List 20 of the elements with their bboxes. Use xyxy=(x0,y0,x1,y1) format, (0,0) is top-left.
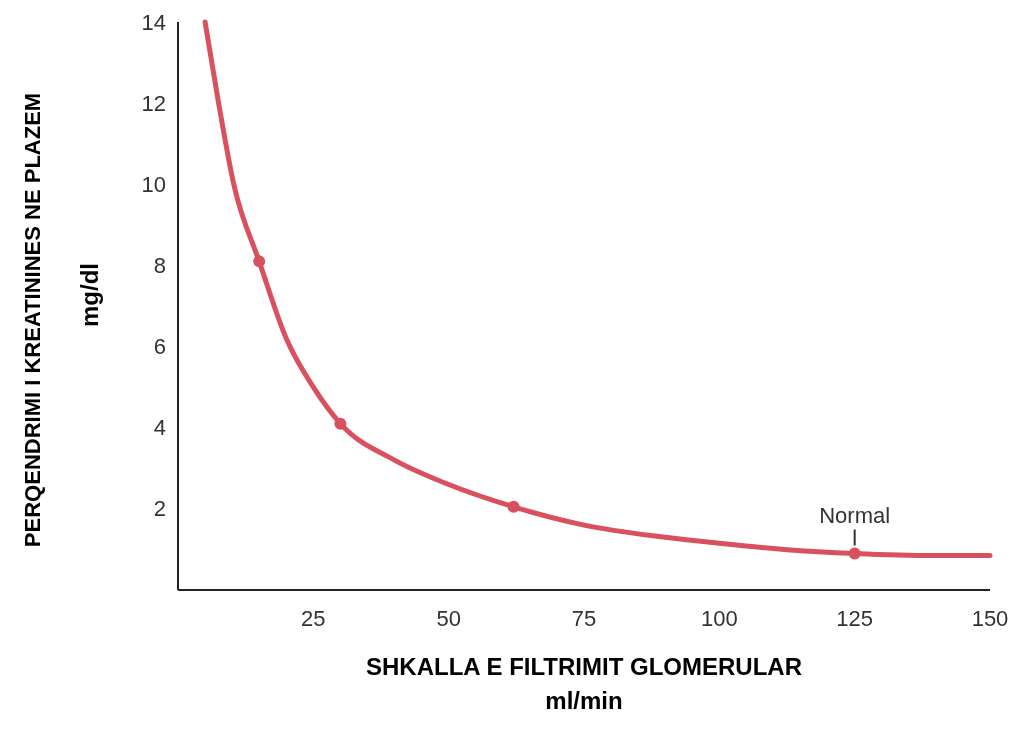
point xyxy=(334,417,347,430)
point xyxy=(253,255,266,268)
point xyxy=(848,547,861,560)
x-tick-label: 150 xyxy=(971,606,1009,631)
y-tick-label: 6 xyxy=(153,334,166,360)
x-tick-label: 100 xyxy=(700,606,738,631)
y-tick-label: 2 xyxy=(153,496,166,522)
text: PERQENDRIMI I KREATININES NE PLAZEM mg/dl xyxy=(20,92,103,548)
x-axis-title: SHKALLA E FILTRIMIT GLOMERULAR ml/min xyxy=(366,653,802,714)
y-tick-label: 14 xyxy=(141,9,166,35)
point xyxy=(507,500,520,513)
y-tick-label: 10 xyxy=(141,171,166,197)
y-tick-label: 12 xyxy=(141,90,166,116)
annotation: Normal xyxy=(819,503,891,529)
y-tick-label: 4 xyxy=(153,415,166,441)
x-tick-label: 50 xyxy=(436,606,461,631)
x-tick-label: 75 xyxy=(571,606,597,631)
y-tick-label: 8 xyxy=(153,252,166,278)
x-tick-label: 125 xyxy=(836,606,874,631)
x-tick-label: 25 xyxy=(301,606,326,631)
